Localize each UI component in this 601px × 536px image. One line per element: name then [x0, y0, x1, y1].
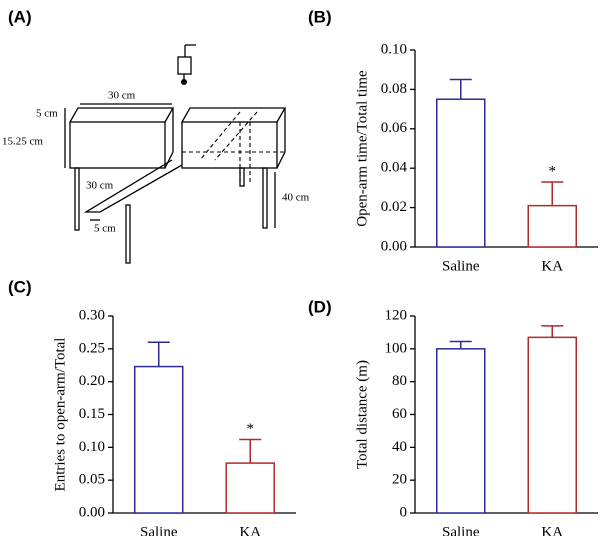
bar [527, 204, 577, 248]
y-tick-label: 0.00 [79, 504, 105, 520]
y-axis-title: Total distance (m) [354, 360, 370, 469]
dimension-label: 40 cm [282, 192, 310, 204]
y-tick-label: 0.04 [381, 160, 408, 176]
y-tick-label: 40 [392, 439, 407, 455]
y-tick-label: 0.00 [381, 238, 407, 254]
bar [225, 462, 275, 514]
y-axis-title: Open-arm time/Total time [354, 70, 370, 227]
significance-label: * [247, 421, 255, 437]
x-tick-label: KA [239, 524, 261, 536]
y-tick-label: 0.08 [381, 81, 407, 97]
y-tick-label: 0.30 [79, 307, 105, 323]
y-tick-label: 0.10 [381, 41, 407, 57]
dimension-label: 15.25 cm [2, 136, 43, 148]
x-tick-label: Saline [442, 524, 480, 536]
panel-label: (B) [308, 7, 332, 26]
x-tick-label: KA [541, 258, 563, 274]
y-tick-label: 0.25 [79, 340, 105, 356]
y-tick-label: 0.05 [79, 472, 105, 488]
y-tick-label: 20 [392, 472, 407, 488]
y-tick-label: 0 [400, 504, 408, 520]
x-tick-label: KA [541, 524, 563, 536]
y-tick-label: 0.10 [79, 439, 105, 455]
panel-label: (A) [8, 7, 32, 26]
y-tick-label: 100 [385, 340, 408, 356]
x-tick-label: Saline [140, 524, 178, 536]
dimension-label: 5 cm [36, 108, 58, 120]
bar [436, 348, 486, 514]
dimension-label: 30 cm [108, 90, 136, 102]
y-tick-label: 120 [385, 307, 408, 323]
maze-diagram: (A) 30 cm 5 cm 15.25 cm 30 cm 5 cm 40 cm [2, 7, 310, 264]
bar [436, 98, 486, 248]
bar [527, 336, 577, 514]
y-tick-label: 0.02 [381, 199, 407, 215]
y-tick-label: 0.15 [79, 406, 105, 422]
y-tick-label: 0.06 [381, 120, 408, 136]
dimension-label: 30 cm [86, 180, 114, 192]
significance-label: * [549, 163, 557, 179]
dimension-label: 5 cm [94, 223, 116, 235]
y-tick-label: 60 [392, 406, 407, 422]
y-axis-title: Entries to open-arm/Total [52, 338, 68, 492]
y-tick-label: 0.20 [79, 373, 105, 389]
y-tick-label: 80 [392, 373, 407, 389]
panel-label: (D) [308, 297, 332, 316]
bar [134, 365, 184, 514]
panel-label: (C) [8, 277, 32, 296]
x-tick-label: Saline [442, 258, 480, 274]
